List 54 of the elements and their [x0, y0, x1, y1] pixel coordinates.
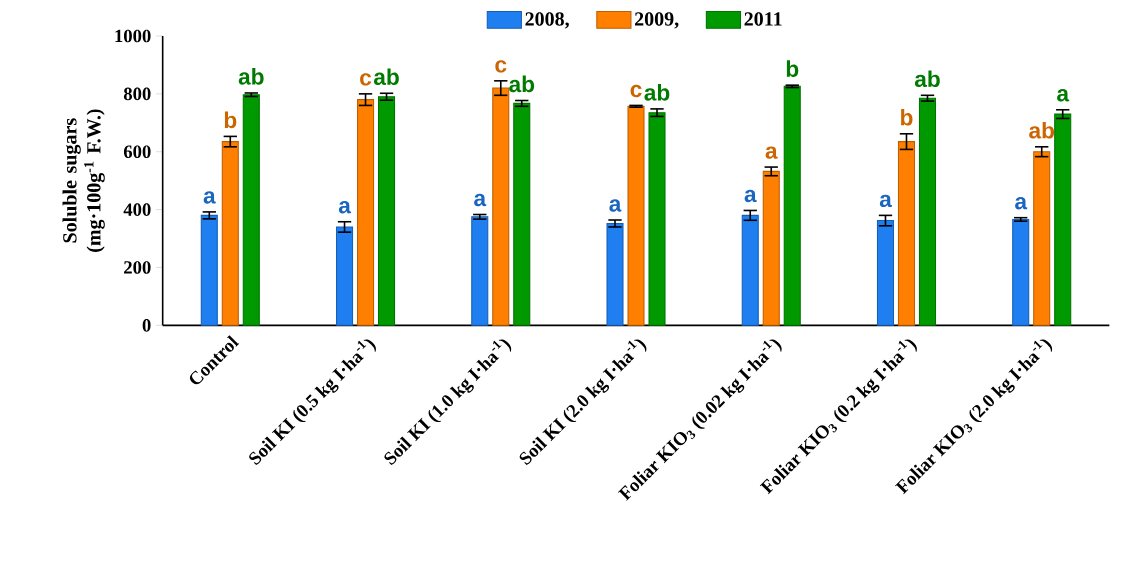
legend-label: 2011: [744, 12, 782, 26]
y-tick-label: 800: [123, 87, 151, 101]
data-label: a: [474, 194, 487, 207]
bar: [221, 141, 239, 327]
y-tick-label: 400: [123, 203, 151, 217]
bar: [242, 94, 260, 327]
x-tick-label: Soil KI (2.0 kg I·ha$^{-1}$): [519, 339, 647, 466]
bar: [783, 85, 801, 327]
bar: [471, 216, 489, 327]
data-label: a: [1057, 89, 1070, 102]
y-tick-label: 0: [142, 319, 151, 332]
bar: [1033, 151, 1051, 327]
data-label: ab: [914, 70, 940, 88]
bar: [648, 112, 666, 327]
bar: [762, 171, 780, 327]
data-label: ab: [238, 68, 264, 85]
y-tick-label: 200: [124, 261, 151, 274]
data-label: b: [901, 109, 913, 126]
bar: [1054, 113, 1072, 327]
x-tick-label: Soil KI (1.0 kg I·ha$^{-1}$): [384, 339, 512, 466]
bar: [377, 96, 396, 327]
bar: [741, 215, 759, 327]
data-label: ab: [373, 68, 399, 86]
data-label: c: [495, 60, 507, 73]
data-label: c: [630, 84, 642, 98]
data-label: b: [224, 111, 237, 129]
data-label: a: [609, 199, 622, 212]
data-label: a: [203, 191, 216, 204]
data-label: c: [360, 73, 372, 86]
data-label: a: [879, 194, 892, 208]
y-tick-label: 1000: [115, 29, 151, 43]
bar: [356, 99, 375, 327]
x-tick-label: Soil KI (0.5 kg I·ha$^{-1}$): [249, 339, 376, 466]
data-label: a: [1015, 197, 1028, 210]
data-label: b: [786, 60, 799, 78]
bar: [492, 87, 510, 327]
data-label: ab: [509, 75, 535, 93]
legend-label: 2008,: [525, 12, 569, 29]
y-tick-label: 600: [123, 145, 151, 159]
bar: [876, 220, 895, 327]
bar: [335, 226, 354, 327]
data-label: a: [765, 146, 778, 159]
data-label: ab: [1029, 122, 1055, 139]
bar: [200, 215, 218, 327]
data-label: a: [338, 201, 351, 214]
bar: [513, 103, 531, 327]
bar: [918, 97, 937, 327]
data-label: a: [744, 189, 757, 203]
legend-label: 2009,: [635, 12, 679, 29]
bar: [1012, 219, 1030, 327]
bar: [606, 223, 624, 327]
bar: [627, 105, 645, 327]
bar: [897, 141, 916, 327]
data-label: ab: [644, 84, 670, 101]
